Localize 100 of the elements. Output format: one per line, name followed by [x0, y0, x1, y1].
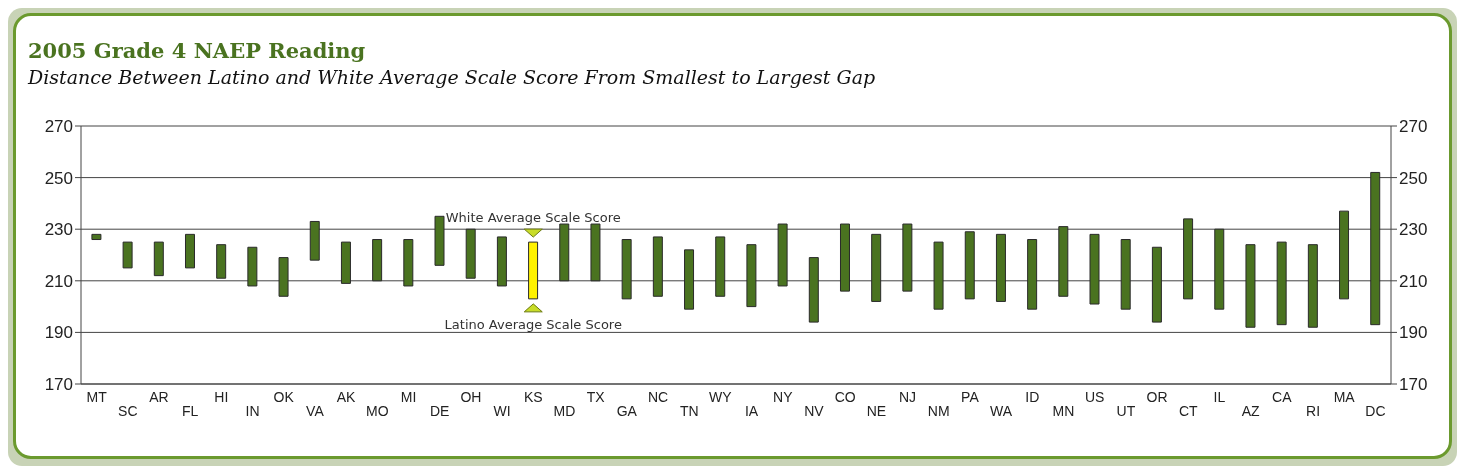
bar [403, 239, 414, 287]
bar [372, 239, 383, 282]
x-tick-label: IA [744, 403, 759, 419]
x-tick-label: US [1084, 389, 1105, 405]
x-tick-label: CT [1178, 403, 1199, 419]
bar [184, 233, 195, 269]
bar [839, 223, 850, 292]
x-tick-label: SC [118, 403, 138, 419]
bar [964, 231, 975, 300]
bar [496, 236, 507, 287]
x-tick-label: DC [1365, 403, 1386, 419]
x-tick-label: GA [616, 403, 638, 419]
annotation: Latino Average Scale Score [444, 316, 622, 332]
x-tick-label: VA [306, 403, 325, 419]
x-tick-label: PA [961, 389, 980, 405]
bar [1058, 226, 1069, 297]
x-tick-label: HI [214, 389, 229, 405]
bar [1120, 239, 1131, 310]
bar [590, 223, 601, 282]
x-tick-label: CA [1272, 389, 1293, 405]
x-tick-label: OH [460, 389, 482, 405]
bar [247, 246, 258, 287]
bar [559, 223, 570, 282]
x-tick-label: AZ [1241, 403, 1261, 419]
x-tick-label: AK [336, 389, 357, 405]
x-tick-label: UT [1116, 403, 1136, 419]
bar [465, 228, 476, 279]
x-tick-label: TN [679, 403, 699, 419]
x-tick-label: DE [429, 403, 450, 419]
x-tick-label: IL [1213, 389, 1226, 405]
bar [715, 236, 726, 297]
annotation: White Average Scale Score [445, 210, 621, 226]
y2-tick-label: 230 [1399, 220, 1428, 240]
x-tick-label: NY [773, 389, 794, 405]
bar [1245, 244, 1256, 328]
x-tick-label: WA [990, 403, 1013, 419]
y-tick-label: 190 [44, 323, 73, 343]
bar [1027, 239, 1038, 310]
x-tick-label: MI [400, 389, 417, 405]
x-tick-label: ID [1025, 389, 1040, 405]
y2-tick-label: 250 [1399, 168, 1428, 188]
x-tick-label: KS [523, 389, 543, 405]
x-tick-label: TX [586, 389, 606, 405]
x-tick-label: CO [834, 389, 856, 405]
x-tick-label: AR [149, 389, 169, 405]
bar [528, 241, 539, 300]
x-tick-label: MD [553, 403, 576, 419]
bar [1276, 241, 1287, 326]
x-tick-label: MN [1052, 403, 1075, 419]
y-tick-label: 250 [44, 168, 73, 188]
bar [1183, 218, 1194, 300]
bar [1307, 244, 1318, 328]
x-tick-label: RI [1306, 403, 1321, 419]
bar [652, 236, 663, 297]
bar [933, 241, 944, 310]
x-tick-label: NC [647, 389, 669, 405]
y-tick-label: 270 [44, 117, 73, 137]
x-tick-label: WI [493, 403, 511, 419]
x-tick-label: NE [866, 403, 887, 419]
x-tick-label: OR [1146, 389, 1168, 405]
bar [1089, 233, 1100, 305]
chart-subtitle: Distance Between Latino and White Average Scale Score From Smallest to Largest Gap [28, 66, 876, 88]
x-tick-label: FL [181, 403, 199, 419]
bar [777, 223, 788, 287]
bar [808, 257, 819, 323]
y2-tick-label: 210 [1399, 271, 1428, 291]
bar [434, 215, 445, 266]
x-tick-label: MT [86, 389, 108, 405]
y-tick-label: 230 [44, 220, 73, 240]
y2-tick-label: 270 [1399, 117, 1428, 137]
x-tick-label: NJ [898, 389, 917, 405]
x-tick-label: NV [804, 403, 825, 419]
bar [278, 257, 289, 297]
bar [91, 233, 102, 241]
chart-title: 2005 Grade 4 NAEP Reading [28, 38, 366, 63]
y2-tick-label: 190 [1399, 323, 1428, 343]
y-tick-label: 210 [44, 271, 73, 291]
bar [871, 233, 882, 302]
x-tick-label: OK [273, 389, 295, 405]
x-tick-label: IN [245, 403, 260, 419]
x-tick-label: MO [366, 403, 389, 419]
bar [746, 244, 757, 308]
x-tick-label: WY [709, 389, 733, 405]
bar [1339, 210, 1350, 300]
bar [340, 241, 351, 284]
bar [122, 241, 133, 269]
x-tick-label: NM [927, 403, 950, 419]
bar [1370, 171, 1381, 326]
y-tick-label: 170 [44, 375, 73, 395]
bar [684, 249, 695, 310]
bar [995, 233, 1006, 302]
bar [902, 223, 913, 292]
y2-tick-label: 170 [1399, 375, 1428, 395]
bar [216, 244, 227, 279]
bar [1214, 228, 1225, 310]
bar [309, 220, 320, 261]
bar [153, 241, 164, 277]
bar [621, 239, 632, 300]
bar [1151, 246, 1162, 323]
x-tick-label: MA [1333, 389, 1356, 405]
